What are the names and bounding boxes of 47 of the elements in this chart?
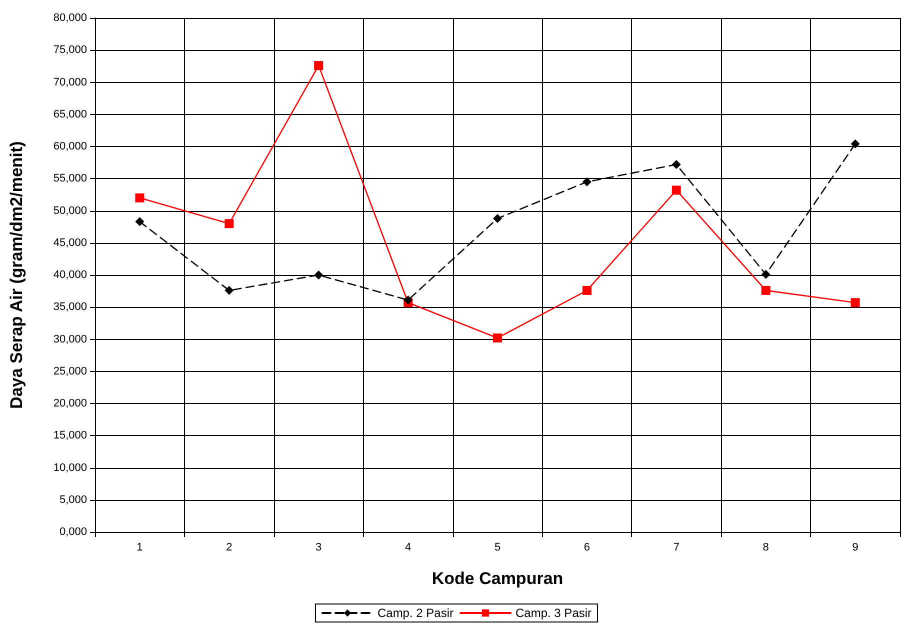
y-axis-title: Daya Serap Air (gram/dm2/menit) <box>7 141 26 409</box>
y-tick-label: 75,000 <box>53 44 87 56</box>
x-axis-title: Kode Campuran <box>432 569 564 588</box>
y-tick-label: 55,000 <box>53 172 87 185</box>
y-tick-label: 45,000 <box>53 236 87 249</box>
x-tick-label: 5 <box>494 542 501 554</box>
point <box>224 286 234 295</box>
y-tick-label: 30,000 <box>53 333 87 346</box>
point <box>493 214 502 223</box>
legend-label: Camp. 3 Pasir <box>516 606 592 620</box>
y-tick-label: 60,000 <box>53 140 87 152</box>
point <box>135 193 144 202</box>
point <box>314 270 324 280</box>
x-tick-label: 4 <box>404 542 412 554</box>
y-tick-label: 0,000 <box>59 526 87 538</box>
y-tick-label: 35,000 <box>53 301 87 314</box>
point <box>135 217 144 226</box>
x-tick-label: 9 <box>852 542 858 554</box>
y-tick-label: 80,000 <box>53 12 87 24</box>
point <box>314 61 324 70</box>
y-tick-label: 65,000 <box>53 108 87 120</box>
point <box>493 333 502 342</box>
y-tick-label: 40,000 <box>53 269 87 281</box>
point <box>761 270 770 279</box>
y-tick-label: 5,000 <box>59 494 87 506</box>
point <box>582 177 592 186</box>
y-tick-label: 15,000 <box>53 430 87 442</box>
y-tick-label: 70,000 <box>53 76 87 88</box>
y-tick-label: 25,000 <box>53 365 87 378</box>
point <box>582 286 592 295</box>
x-tick-label: 8 <box>762 542 769 554</box>
x-tick-label: 6 <box>584 542 590 554</box>
point <box>672 186 681 195</box>
point <box>224 219 234 228</box>
point <box>672 160 681 169</box>
x-tick-label: 3 <box>316 542 322 554</box>
y-tick-label: 20,000 <box>53 398 87 410</box>
x-tick-label: 7 <box>673 542 680 554</box>
legend-label: Camp. 2 Pasir <box>377 606 454 620</box>
point <box>850 139 860 148</box>
point <box>404 296 413 305</box>
x-tick-label: 1 <box>136 542 143 554</box>
y-tick-label: 10,000 <box>53 462 87 474</box>
y-tick-label: 50,000 <box>53 204 87 217</box>
point <box>850 298 860 308</box>
x-tick-label: 2 <box>226 542 232 554</box>
point <box>761 286 770 295</box>
